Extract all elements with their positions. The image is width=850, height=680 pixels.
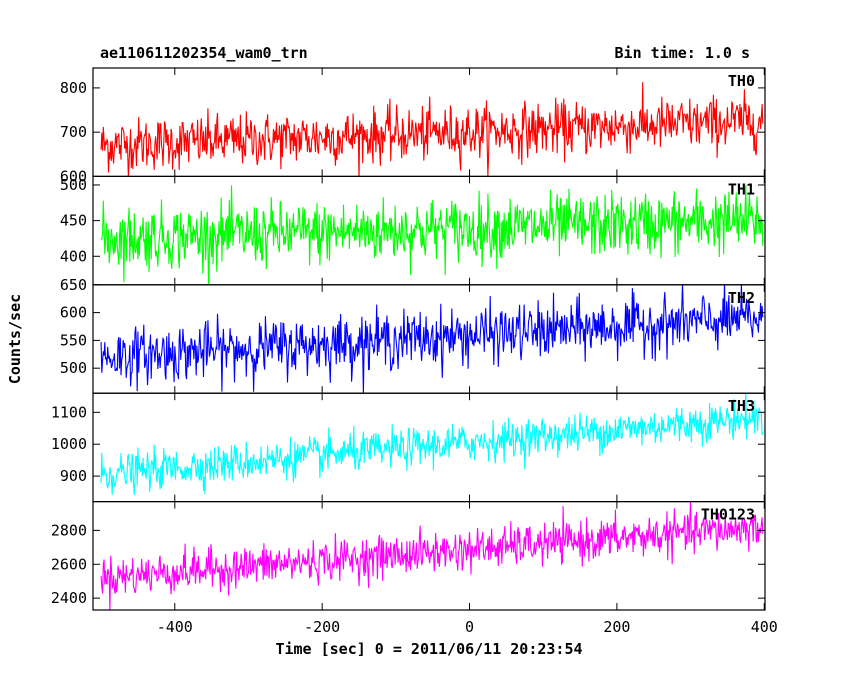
series-label-th3: TH3 [728, 397, 755, 415]
y-tick-label: 900 [60, 467, 87, 485]
y-tick-label: 500 [60, 176, 87, 194]
x-tick-label: 0 [465, 618, 474, 636]
y-tick-label: 600 [60, 304, 87, 322]
y-tick-label: 2400 [51, 589, 87, 607]
series-label-th1: TH1 [728, 180, 755, 198]
series-line-th0 [100, 81, 764, 177]
y-tick-label: 700 [60, 123, 87, 141]
x-tick-label: 400 [751, 618, 778, 636]
series-label-th2: TH2 [728, 289, 755, 307]
y-tick-label: 450 [60, 212, 87, 230]
x-tick-label: -400 [157, 618, 193, 636]
series-label-th0123: TH0123 [701, 506, 755, 524]
y-tick-label: 550 [60, 331, 87, 349]
y-tick-label: 2800 [51, 521, 87, 539]
bin-time-label: Bin time: 1.0 s [614, 44, 750, 62]
x-tick-label: -200 [304, 618, 340, 636]
series-line-th1 [100, 185, 764, 285]
series-line-th3 [100, 393, 764, 496]
x-axis-label: Time [sec] 0 = 2011/06/11 20:23:54 [275, 640, 582, 658]
series-label-th0: TH0 [728, 72, 755, 90]
panel-frame-th0123 [92, 501, 766, 611]
y-axis-label: Counts/sec [6, 294, 24, 384]
series-line-th2 [100, 284, 764, 394]
y-tick-label: 2600 [51, 555, 87, 573]
y-tick-label: 500 [60, 359, 87, 377]
chart-title: ae110611202354_wam0_trn [100, 44, 308, 62]
y-tick-label: 650 [60, 276, 87, 294]
x-tick-label: 200 [603, 618, 630, 636]
y-tick-label: 400 [60, 247, 87, 265]
y-tick-label: 1000 [51, 435, 87, 453]
series-line-th0123 [100, 501, 764, 611]
y-tick-label: 600 [60, 167, 87, 185]
y-tick-label: 800 [60, 79, 87, 97]
y-tick-label: 1100 [51, 403, 87, 421]
